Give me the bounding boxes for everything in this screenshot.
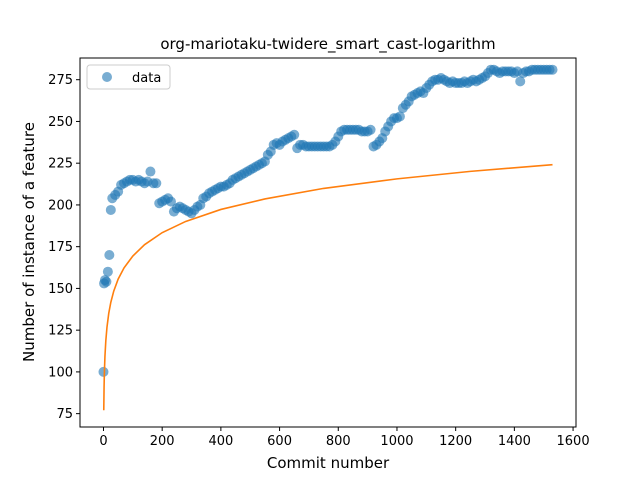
data-point — [547, 64, 558, 75]
x-tick-label: 1000 — [380, 434, 413, 449]
y-axis-label: Number of instance of a feature — [20, 122, 38, 362]
x-tick-label: 800 — [326, 434, 351, 449]
data-point — [102, 266, 113, 277]
data-point — [151, 178, 162, 189]
y-tick-label: 275 — [48, 73, 73, 88]
x-axis-label: Commit number — [267, 454, 390, 472]
x-tick-label: 0 — [99, 434, 107, 449]
legend: data — [86, 64, 171, 90]
data-point — [101, 276, 112, 287]
fit-line — [102, 163, 553, 411]
data-point — [104, 250, 115, 261]
data-point — [394, 111, 405, 122]
x-axis: 0 200 400 600 800 1000 1200 1400 1600 — [99, 427, 590, 449]
data-point — [145, 166, 156, 177]
legend-marker-data — [102, 72, 112, 82]
x-tick-label: 400 — [208, 434, 233, 449]
legend-label-data: data — [132, 71, 161, 86]
axes-frame — [79, 57, 577, 428]
y-axis: 75 100 125 150 175 200 225 250 275 — [48, 73, 80, 422]
data-point — [105, 204, 116, 215]
y-tick-label: 250 — [48, 115, 73, 130]
y-tick-label: 150 — [48, 282, 73, 297]
data-point — [165, 196, 176, 207]
data-point — [515, 76, 526, 87]
data-point — [289, 129, 300, 140]
x-tick-label: 600 — [267, 434, 292, 449]
chart-title: org-mariotaku-twidere_smart_cast-logarit… — [160, 35, 495, 54]
x-tick-label: 200 — [150, 434, 175, 449]
y-tick-label: 75 — [56, 407, 73, 422]
y-tick-label: 200 — [48, 198, 73, 213]
data-point — [365, 124, 376, 135]
y-tick-label: 175 — [48, 240, 73, 255]
plot-area — [98, 64, 558, 411]
y-tick-label: 100 — [48, 365, 73, 380]
x-tick-label: 1400 — [498, 434, 531, 449]
x-tick-label: 1200 — [439, 434, 472, 449]
y-tick-label: 125 — [48, 324, 73, 339]
data-point — [98, 366, 109, 377]
x-tick-label: 1600 — [557, 434, 590, 449]
y-tick-label: 225 — [48, 157, 73, 172]
legend-box — [86, 64, 171, 90]
